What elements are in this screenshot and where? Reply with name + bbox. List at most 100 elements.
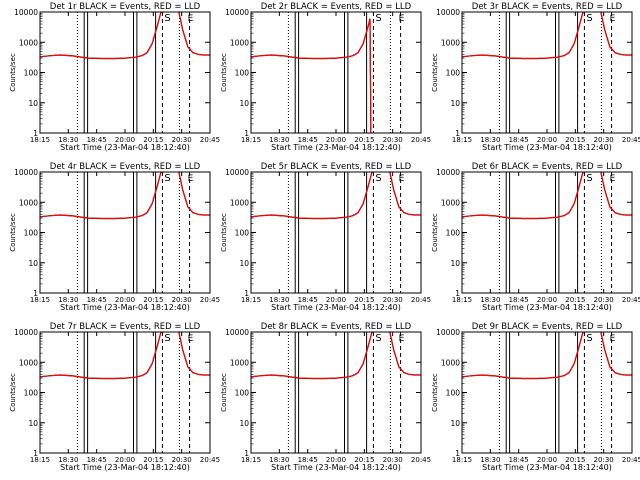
x-tick-label: 20:30: [383, 136, 403, 144]
start-marker: S: [375, 13, 381, 24]
lld-series-line: [251, 332, 421, 380]
end-marker: E: [399, 14, 405, 24]
start-marker: S: [164, 13, 170, 24]
y-axis-label: Counts/sec: [9, 53, 17, 92]
lld-series-line: [462, 172, 632, 220]
x-axis-label: Start Time (23-Mar-04 18:12:40): [482, 463, 612, 472]
y-axis-label: Counts/sec: [220, 53, 228, 92]
start-marker: S: [586, 13, 592, 24]
y-tick-label: 10: [239, 419, 249, 428]
x-tick-label: 20:30: [172, 456, 192, 464]
y-tick-label: 1000: [230, 358, 249, 367]
y-tick-label: 100: [446, 229, 461, 238]
y-tick-label: 1: [455, 289, 460, 298]
y-tick-label: 100: [24, 229, 39, 238]
y-tick-label: 10000: [225, 328, 249, 337]
x-tick-label: 18:15: [452, 136, 472, 144]
lld-series-line: [462, 332, 632, 380]
y-tick-label: 10: [450, 99, 460, 108]
end-marker: E: [399, 174, 405, 184]
y-axis-label: Counts/sec: [9, 213, 17, 252]
x-tick-label: 18:30: [480, 456, 500, 464]
y-tick-label: 1000: [230, 38, 249, 47]
x-tick-label: 20:00: [115, 296, 135, 304]
x-tick-label: 20:30: [383, 456, 403, 464]
y-tick-label: 100: [446, 69, 461, 78]
panel-title: Det 3r BLACK = Events, RED = LLD: [472, 2, 623, 12]
y-tick-label: 10000: [14, 8, 38, 17]
x-tick-label: 18:45: [298, 296, 318, 304]
panel-title: Det 5r BLACK = Events, RED = LLD: [261, 162, 412, 172]
x-tick-label: 18:30: [480, 296, 500, 304]
y-tick-label: 10: [239, 259, 249, 268]
y-axis-label: Counts/sec: [220, 373, 228, 412]
events-series-line: [251, 18, 372, 133]
panel-title: Det 1r BLACK = Events, RED = LLD: [50, 2, 201, 12]
x-tick-label: 18:30: [269, 296, 289, 304]
x-tick-label: 20:00: [537, 456, 557, 464]
x-tick-label: 18:15: [30, 296, 50, 304]
x-tick-label: 20:15: [565, 296, 585, 304]
x-tick-label: 20:00: [537, 136, 557, 144]
lld-series-line: [40, 12, 210, 60]
plot-frame: [461, 171, 633, 294]
x-tick-label: 18:45: [87, 456, 107, 464]
end-marker: E: [188, 334, 194, 344]
start-marker: S: [375, 333, 381, 344]
y-tick-label: 100: [24, 69, 39, 78]
x-tick-label: 20:30: [172, 296, 192, 304]
y-tick-label: 1000: [230, 198, 249, 207]
end-marker: E: [188, 14, 194, 24]
plot-frame: [461, 331, 633, 454]
y-axis-label: Counts/sec: [9, 373, 17, 412]
y-tick-label: 1000: [441, 358, 460, 367]
y-axis-label: Counts/sec: [431, 373, 439, 412]
y-tick-label: 10: [450, 419, 460, 428]
start-marker: S: [164, 173, 170, 184]
x-tick-label: 18:30: [58, 456, 78, 464]
plot-frame: [39, 11, 211, 134]
y-tick-label: 1000: [441, 38, 460, 47]
x-tick-label: 20:15: [354, 456, 374, 464]
y-tick-label: 10: [450, 259, 460, 268]
lld-series-line: [40, 172, 210, 220]
y-tick-label: 100: [235, 69, 250, 78]
x-tick-label: 20:45: [200, 136, 220, 144]
lld-series-line: [251, 18, 372, 133]
x-axis-label: Start Time (23-Mar-04 18:12:40): [60, 463, 190, 472]
plot-frame: [250, 171, 422, 294]
x-axis-label: Start Time (23-Mar-04 18:12:40): [60, 143, 190, 152]
x-tick-label: 18:15: [241, 296, 261, 304]
x-axis-label: Start Time (23-Mar-04 18:12:40): [482, 303, 612, 312]
y-tick-label: 1000: [19, 358, 38, 367]
x-tick-label: 18:45: [87, 296, 107, 304]
y-tick-label: 1: [33, 129, 38, 138]
y-tick-label: 10: [28, 99, 38, 108]
end-marker: E: [610, 14, 616, 24]
panel-title: Det 8r BLACK = Events, RED = LLD: [261, 322, 412, 332]
y-tick-label: 100: [446, 389, 461, 398]
x-tick-label: 20:00: [537, 296, 557, 304]
y-tick-label: 100: [24, 389, 39, 398]
panel-title: Det 6r BLACK = Events, RED = LLD: [472, 162, 623, 172]
start-marker: S: [586, 333, 592, 344]
plot-frame: [250, 11, 422, 134]
x-tick-label: 18:15: [452, 296, 472, 304]
end-marker: E: [399, 334, 405, 344]
lld-series-line: [251, 172, 421, 220]
x-tick-label: 20:15: [143, 296, 163, 304]
x-tick-label: 20:45: [622, 456, 640, 464]
x-tick-label: 20:30: [172, 136, 192, 144]
y-tick-label: 10: [239, 99, 249, 108]
x-tick-label: 18:45: [87, 136, 107, 144]
panel-title: Det 2r BLACK = Events, RED = LLD: [261, 2, 412, 12]
lld-series-line: [40, 332, 210, 380]
y-axis-label: Counts/sec: [220, 213, 228, 252]
x-axis-label: Start Time (23-Mar-04 18:12:40): [271, 303, 401, 312]
